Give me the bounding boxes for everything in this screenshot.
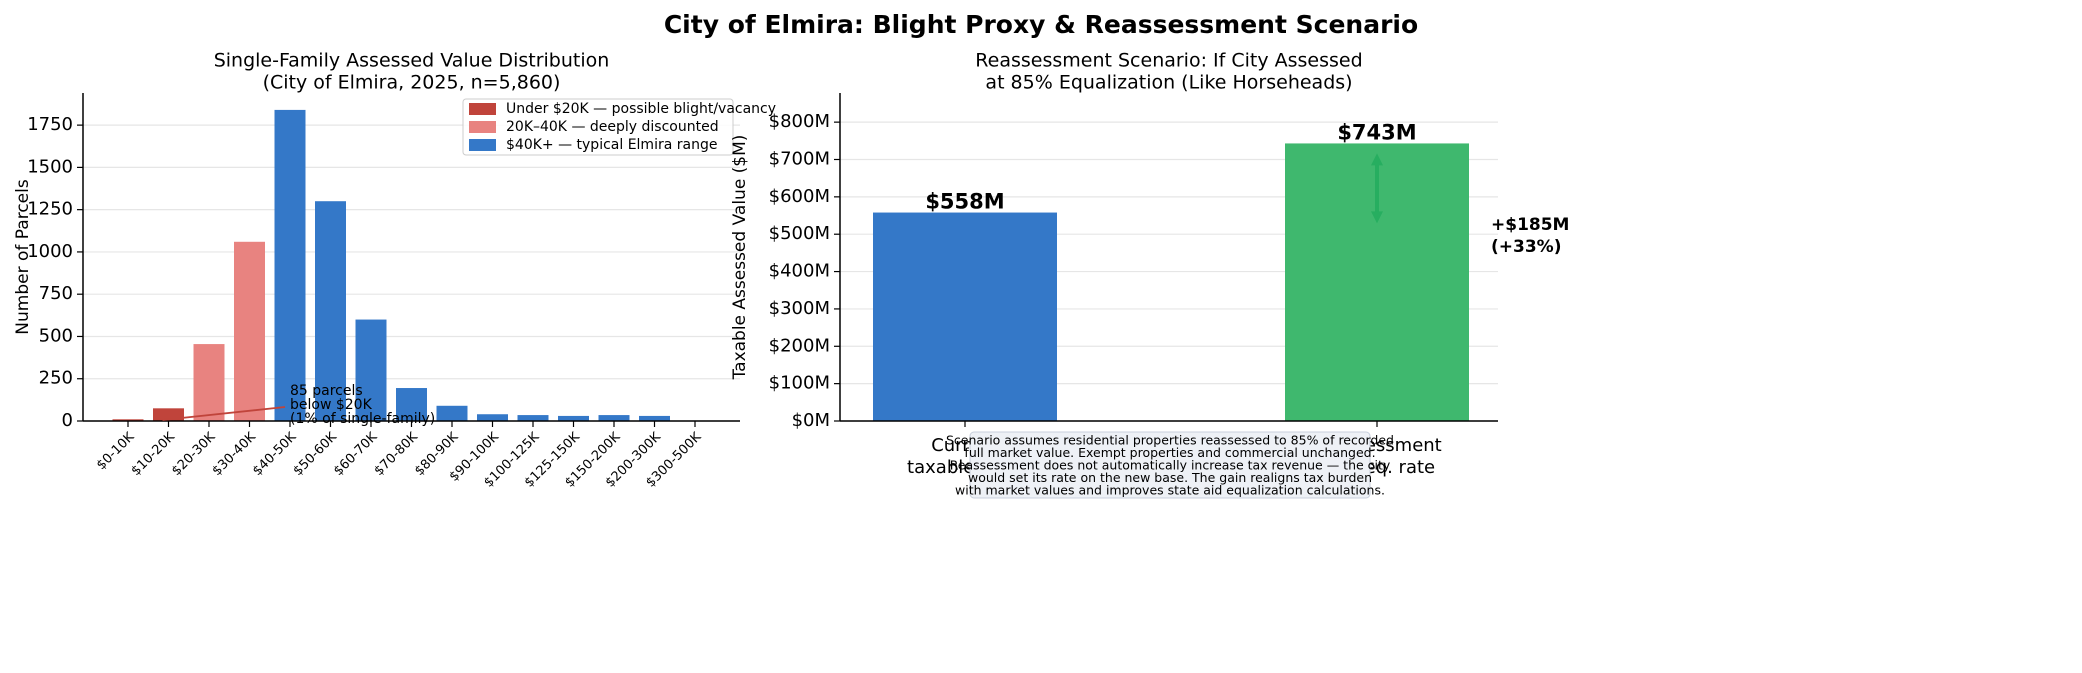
chart-title: (City of Elmira, 2025, n=5,860) (263, 72, 561, 94)
bar (477, 414, 508, 421)
page-title: City of Elmira: Blight Proxy & Reassessm… (664, 10, 1418, 39)
y-tick-label: $600M (769, 186, 830, 207)
note-text: Scenario assumes residential properties … (946, 433, 1394, 448)
y-axis-label: Number of Parcels (13, 179, 33, 335)
y-tick-label: 500 (39, 325, 73, 346)
annotation: (+33%) (1491, 237, 1561, 257)
legend-box (462, 98, 734, 156)
annotation: 85 parcels (290, 383, 363, 399)
x-tick-label: $60-70K (331, 429, 381, 479)
note-text: with market values and improves state ai… (955, 483, 1385, 498)
y-tick-label: $400M (769, 261, 830, 282)
legend-label: 20K–40K — deeply discounted (506, 119, 719, 135)
bar (639, 415, 670, 421)
y-tick-label: 0 (62, 410, 73, 431)
y-tick-label: 250 (39, 368, 73, 389)
annotation: (1% of single-family) (290, 411, 435, 427)
y-tick-label: $100M (769, 373, 830, 394)
bar (112, 419, 144, 421)
bar (396, 388, 427, 421)
value-label: $743M (1337, 120, 1416, 144)
y-tick-label: 1750 (27, 114, 73, 135)
y-tick-label: $700M (769, 148, 830, 169)
y-tick-label: $200M (769, 335, 830, 356)
bar (315, 201, 346, 421)
note-text: Reassessment does not automatically incr… (950, 458, 1391, 473)
x-tick-label: $40-50K (250, 429, 300, 479)
x-tick-label: $70-80K (372, 429, 422, 479)
y-tick-label: 1500 (27, 156, 73, 177)
annotation-arrow (162, 406, 286, 421)
bar (274, 109, 306, 421)
legend-label: $40K+ — typical Elmira range (506, 137, 717, 153)
note-box (969, 431, 1371, 499)
y-tick-label: 750 (39, 283, 73, 304)
y-axis-label: Taxable Assessed Value ($M) (730, 135, 750, 381)
annotation: +$185M (1491, 215, 1569, 235)
y-tick-label: $300M (769, 298, 830, 319)
chart-title: Single-Family Assessed Value Distributio… (214, 50, 610, 72)
legend-swatch (469, 103, 496, 115)
value-label: $558M (925, 190, 1004, 214)
bar (873, 212, 1057, 421)
bar (598, 415, 630, 421)
y-tick-label: $0M (792, 410, 830, 431)
y-tick-label: 1250 (27, 199, 73, 220)
x-tick-label: $20-30K (169, 429, 219, 479)
bar (193, 344, 225, 421)
bar (355, 319, 387, 421)
bar (517, 415, 549, 421)
bar (234, 241, 265, 421)
note-text: full market value. Exempt properties and… (964, 445, 1375, 460)
y-tick-label: $800M (769, 111, 830, 132)
chart-title: at 85% Equalization (Like Horseheads) (985, 72, 1352, 94)
x-tick-label: $50-60K (291, 429, 341, 479)
legend-swatch (469, 121, 496, 133)
legend-label: Under $20K — possible blight/vacancy (506, 101, 776, 117)
bar (436, 405, 468, 421)
y-tick-label: 1000 (27, 241, 73, 262)
annotation: below $20K (290, 397, 373, 413)
legend-swatch (469, 139, 496, 151)
x-tick-label: $30-40K (210, 429, 260, 479)
y-tick-label: $500M (769, 223, 830, 244)
chart-title: Reassessment Scenario: If City Assessed (975, 50, 1362, 72)
note-text: would set its rate on the new base. The … (968, 470, 1372, 485)
x-tick-label: $10-20K (129, 429, 179, 479)
bar (558, 415, 589, 421)
